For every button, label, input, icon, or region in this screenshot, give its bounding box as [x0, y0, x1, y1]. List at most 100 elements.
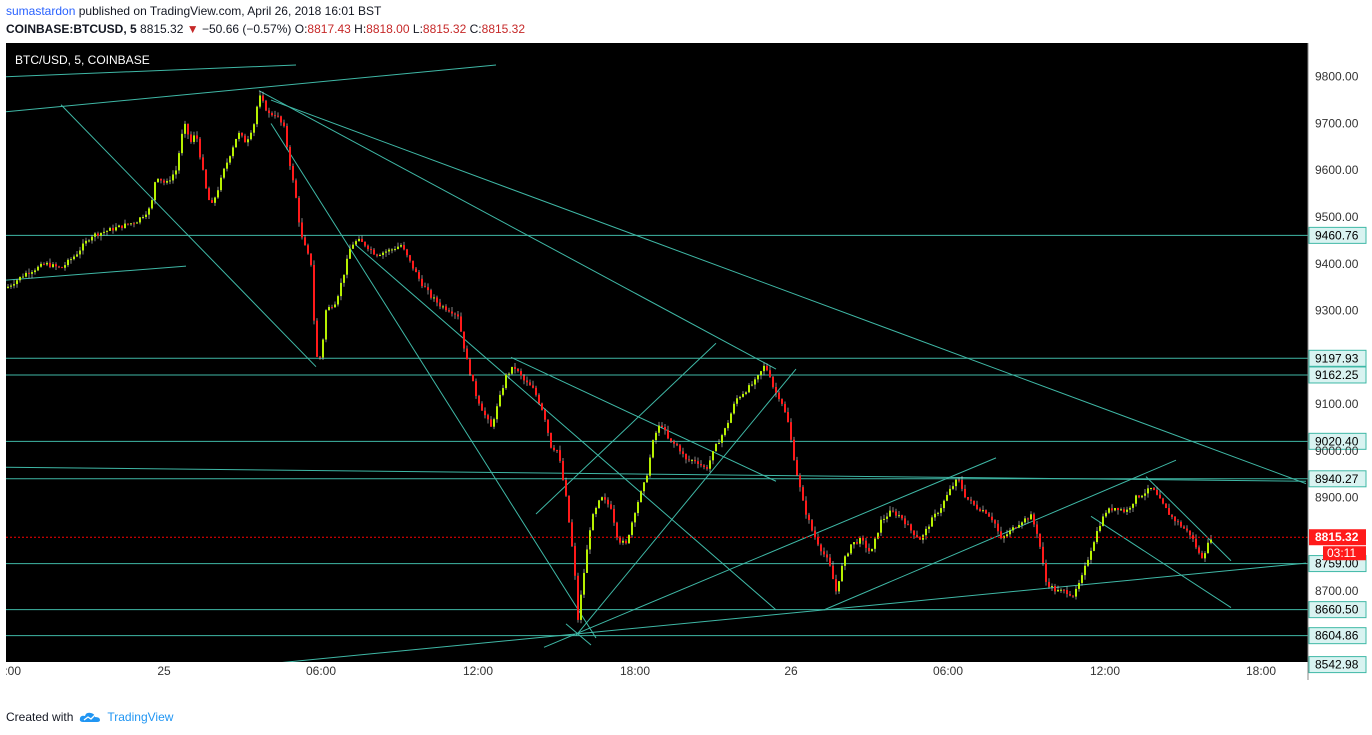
trend-line	[245, 562, 1307, 667]
candle-body	[1075, 588, 1077, 597]
candle-body	[289, 146, 291, 166]
candle-body	[559, 450, 561, 461]
candle-body	[1054, 586, 1056, 592]
price-chart[interactable]: 9460.76 9197.93 9162.25 9020.40 8940.27 8759.…	[6, 43, 1367, 680]
level-price-label: 9460.76	[1315, 228, 1359, 242]
candle-body	[937, 512, 939, 514]
candle-body	[934, 513, 936, 518]
candle-body	[514, 366, 516, 369]
candle-body	[61, 267, 63, 269]
candle-body	[172, 174, 174, 181]
trend-line	[535, 342, 717, 515]
candle-body	[1063, 589, 1065, 591]
candle-body	[382, 252, 384, 255]
level-price-label: 9020.40	[1315, 434, 1359, 448]
candle-body	[1051, 586, 1053, 588]
candle-body	[142, 216, 144, 218]
candle-body	[634, 513, 636, 523]
candle-body	[103, 231, 105, 233]
candle-body	[331, 306, 333, 308]
candle-body	[859, 537, 861, 544]
candle-body	[724, 428, 726, 436]
candle-body	[250, 132, 252, 140]
candle-body	[235, 138, 237, 148]
candle-body	[1027, 518, 1029, 520]
level-price-label: 8542.98	[1315, 658, 1359, 672]
candle-body	[184, 123, 186, 134]
candle-body	[613, 508, 615, 523]
candle-body	[358, 238, 360, 242]
candle-body	[424, 286, 426, 288]
candle-body	[463, 331, 465, 349]
candle-body	[1156, 489, 1158, 495]
candle-body	[163, 180, 165, 183]
candle-body	[607, 499, 609, 505]
candle-body	[538, 394, 540, 404]
trend-line	[355, 244, 777, 611]
low-value: 8815.32	[422, 22, 467, 36]
candle-body	[76, 254, 78, 257]
candle-body	[562, 460, 564, 481]
candle-body	[22, 276, 24, 278]
candle-body	[433, 297, 435, 299]
candle-body	[949, 488, 951, 496]
candle-body	[37, 266, 39, 271]
candle-body	[1108, 508, 1110, 513]
candle-body	[1009, 530, 1011, 535]
candle-body	[580, 594, 582, 620]
candle-body	[757, 375, 759, 380]
level-price-tag	[1308, 656, 1367, 674]
candle-body	[670, 438, 672, 442]
candle-body	[1168, 508, 1170, 515]
candle-body	[1159, 494, 1161, 499]
candle-body	[712, 451, 714, 461]
candle-body	[817, 536, 819, 545]
candle-body	[1153, 487, 1155, 490]
candle-body	[832, 565, 834, 580]
candle-body	[877, 532, 879, 539]
chart-canvas[interactable]: 9460.769197.939162.259020.408940.278759.…	[6, 43, 1367, 680]
candle-body	[229, 156, 231, 163]
candle-body	[916, 535, 918, 538]
candle-body	[979, 508, 981, 512]
candle-body	[439, 302, 441, 307]
candle-body	[535, 387, 537, 395]
candle-body	[1132, 503, 1134, 508]
candle-body	[544, 409, 546, 420]
candle-body	[931, 517, 933, 527]
candle-body	[646, 475, 648, 483]
candle-body	[19, 276, 21, 281]
candle-body	[88, 240, 90, 242]
candle-body	[409, 255, 411, 261]
candle-body	[1210, 539, 1212, 543]
candle-body	[262, 95, 264, 101]
candle-body	[139, 217, 141, 223]
candle-body	[454, 313, 456, 315]
tradingview-link[interactable]: TradingView	[79, 710, 173, 724]
candle-body	[751, 384, 753, 386]
candle-body	[994, 520, 996, 524]
author-link[interactable]: sumastardon	[6, 4, 76, 18]
candle-body	[697, 461, 699, 464]
candle-body	[79, 250, 81, 255]
candle-body	[196, 135, 198, 139]
open-value: 8817.43	[307, 22, 351, 36]
candle-body	[577, 575, 579, 620]
candle-body	[754, 379, 756, 385]
candle-body	[889, 510, 891, 517]
candle-body	[145, 214, 147, 217]
y-tick-label: 9700.00	[1315, 116, 1359, 130]
candle-body	[676, 443, 678, 446]
time-axis-bg	[6, 662, 1367, 680]
candle-body	[67, 259, 69, 266]
candle-body	[1012, 527, 1014, 531]
candle-body	[973, 500, 975, 505]
candle-body	[304, 237, 306, 246]
candle-body	[880, 519, 882, 533]
candle-body	[529, 382, 531, 386]
candle-body	[253, 124, 255, 133]
y-tick-label: 8900.00	[1315, 491, 1359, 505]
candle-body	[13, 284, 15, 286]
candle-body	[46, 262, 48, 265]
candle-body	[475, 381, 477, 397]
